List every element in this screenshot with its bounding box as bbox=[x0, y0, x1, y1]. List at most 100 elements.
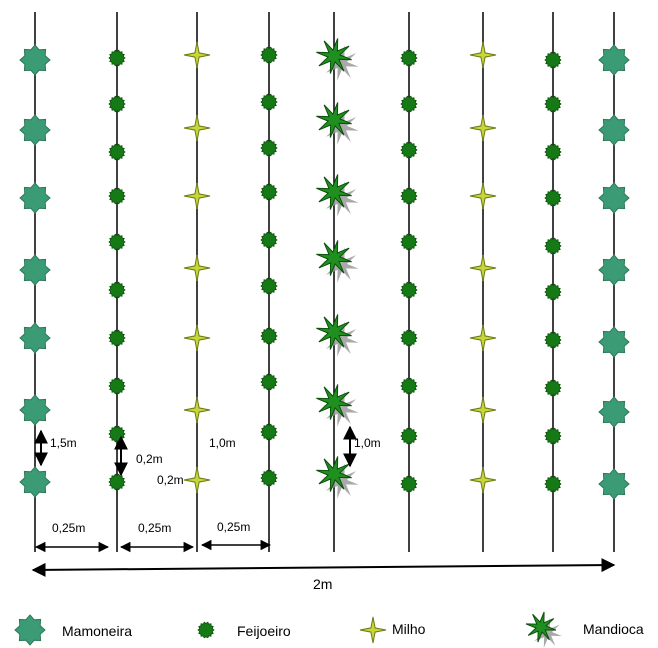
corn-icon bbox=[359, 616, 387, 644]
castor-spacing-label: 1,5m bbox=[50, 436, 77, 450]
castor-bean-icon bbox=[19, 44, 51, 76]
cassava-icon bbox=[316, 384, 352, 420]
cassava-spacing-label: 1,0m bbox=[354, 436, 381, 450]
corn-icon bbox=[469, 466, 497, 494]
bean-icon bbox=[544, 143, 562, 161]
legend-item-corn: Milho bbox=[359, 616, 426, 644]
bean-icon bbox=[544, 237, 562, 255]
bean-icon bbox=[400, 281, 418, 299]
bean-icon bbox=[400, 475, 418, 493]
legend-label-corn: Milho bbox=[392, 621, 426, 637]
bean-icon bbox=[108, 425, 126, 443]
bean-icon bbox=[260, 139, 278, 157]
corn-icon bbox=[183, 182, 211, 210]
corn-icon bbox=[183, 324, 211, 352]
bean-icon bbox=[400, 187, 418, 205]
legend-item-cassava: Mandioca bbox=[525, 611, 644, 648]
legend-label-bean: Feijoeiro bbox=[237, 623, 291, 639]
legend-item-bean: Feijoeiro bbox=[197, 621, 291, 639]
castor-bean-icon bbox=[598, 254, 630, 286]
cassava-icon bbox=[316, 102, 352, 138]
castor-bean-icon bbox=[19, 114, 51, 146]
castor-bean-icon bbox=[598, 326, 630, 358]
castor-bean-icon bbox=[598, 44, 630, 76]
legend: Mamoneira Feijoeiro Milho Mandioca bbox=[14, 611, 644, 648]
cassava-icon bbox=[316, 38, 352, 74]
bean-icon bbox=[260, 183, 278, 201]
bean-icon bbox=[260, 327, 278, 345]
corn-icon bbox=[183, 396, 211, 424]
bean-icon bbox=[108, 49, 126, 67]
corn-spacing-label: 1,0m bbox=[209, 436, 236, 450]
bean-icon bbox=[544, 475, 562, 493]
bean-icon bbox=[544, 283, 562, 301]
corn-icon bbox=[469, 396, 497, 424]
bean-icon bbox=[260, 423, 278, 441]
corn-icon bbox=[469, 114, 497, 142]
castor-bean-icon bbox=[598, 396, 630, 428]
castor-bean-icon bbox=[598, 182, 630, 214]
bean-icon bbox=[400, 329, 418, 347]
bean-icon bbox=[400, 427, 418, 445]
corn-icon bbox=[469, 182, 497, 210]
bean-spacing-label-b: 0,2m bbox=[157, 473, 184, 487]
cassava-icon bbox=[316, 456, 352, 492]
bean-icon bbox=[544, 331, 562, 349]
corn-icon bbox=[183, 466, 211, 494]
corn-icon bbox=[469, 324, 497, 352]
corn-icon bbox=[183, 114, 211, 142]
bean-icon bbox=[108, 143, 126, 161]
corn-icon bbox=[469, 254, 497, 282]
castor-bean-icon bbox=[598, 468, 630, 500]
bean-icon bbox=[108, 281, 126, 299]
legend-item-castor: Mamoneira bbox=[14, 614, 132, 646]
castor-bean-icon bbox=[19, 254, 51, 286]
legend-label-cassava: Mandioca bbox=[583, 621, 644, 637]
gap-label-1: 0,25m bbox=[52, 521, 85, 535]
total-width-label: 2m bbox=[313, 576, 332, 592]
bean-spacing-label-a: 0,2m bbox=[136, 452, 163, 466]
gap-label-2: 0,25m bbox=[138, 521, 171, 535]
castor-bean-icon bbox=[19, 322, 51, 354]
bean-icon bbox=[108, 377, 126, 395]
castor-bean-icon bbox=[19, 394, 51, 426]
castor-bean-icon bbox=[19, 182, 51, 214]
castor-bean-icon bbox=[19, 466, 51, 498]
cassava-icon bbox=[316, 240, 352, 276]
bean-icon bbox=[260, 373, 278, 391]
corn-icon bbox=[183, 254, 211, 282]
corn-icon bbox=[469, 41, 497, 69]
bean-icon bbox=[544, 427, 562, 445]
bean-icon bbox=[260, 277, 278, 295]
cassava-icon bbox=[316, 174, 352, 210]
cassava-icon bbox=[525, 611, 557, 643]
bean-icon bbox=[260, 469, 278, 487]
cassava-icon bbox=[316, 314, 352, 350]
bean-icon bbox=[260, 93, 278, 111]
corn-icon bbox=[183, 41, 211, 69]
bean-icon bbox=[544, 379, 562, 397]
bean-icon bbox=[400, 233, 418, 251]
plants bbox=[19, 38, 630, 500]
bean-icon bbox=[400, 377, 418, 395]
bean-icon bbox=[544, 189, 562, 207]
bean-icon bbox=[260, 231, 278, 249]
gap-label-3: 0,25m bbox=[217, 520, 250, 534]
bean-icon bbox=[197, 621, 215, 639]
bean-icon bbox=[108, 473, 126, 491]
bean-icon bbox=[544, 95, 562, 113]
bean-icon bbox=[400, 141, 418, 159]
bean-icon bbox=[108, 233, 126, 251]
bean-icon bbox=[544, 51, 562, 69]
bean-icon bbox=[108, 329, 126, 347]
legend-label-castor: Mamoneira bbox=[62, 623, 132, 639]
bean-icon bbox=[260, 46, 278, 64]
bean-icon bbox=[108, 95, 126, 113]
bean-icon bbox=[400, 95, 418, 113]
castor-bean-icon bbox=[598, 114, 630, 146]
bean-icon bbox=[400, 49, 418, 67]
bean-icon bbox=[108, 187, 126, 205]
castor-bean-icon bbox=[14, 614, 46, 646]
